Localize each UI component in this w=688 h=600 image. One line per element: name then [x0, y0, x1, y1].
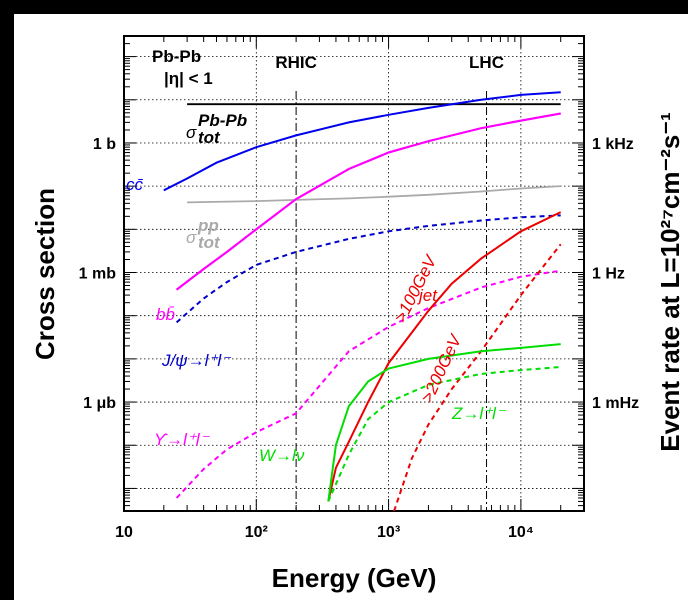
y-tick-label-right: 1 kHz — [592, 136, 634, 153]
series-label-sub: tot — [198, 233, 221, 252]
series-line — [175, 269, 561, 499]
series-label-sup: pp — [197, 216, 219, 235]
y-tick-label-left: 1 b — [93, 136, 116, 153]
series-label: Z→l⁺l⁻ — [451, 404, 507, 423]
y-tick-label-left: 1 μb — [83, 395, 116, 412]
eta-cut-label: |η| < 1 — [164, 69, 213, 88]
series-label: J/ψ→l⁺l⁻ — [161, 351, 232, 370]
x-tick-label: 10³ — [377, 524, 400, 541]
series-label: W→lν — [259, 446, 305, 465]
series-line — [187, 185, 561, 204]
energy-marker-label: RHIC — [275, 53, 317, 72]
series-lines — [163, 91, 562, 511]
system-label: Pb-Pb — [152, 47, 201, 66]
series-label: σ — [186, 123, 197, 142]
series-label: bb̄ — [156, 305, 175, 324]
series-label: jet — [417, 286, 438, 305]
chart-page: RHIC LHC 10 10² 10³ 10⁴ 1 b 1 mb 1 μb 1 kHz 1 Hz 1… — [14, 14, 688, 600]
energy-marker-label: LHC — [469, 53, 504, 72]
series-label: σ — [186, 228, 197, 247]
cross-section-chart: RHIC LHC 10 10² 10³ 10⁴ 1 b 1 mb 1 μb 1 kHz 1 Hz 1… — [30, 35, 685, 593]
y-axis-title: Cross section — [30, 188, 60, 360]
series-label: cc̄ — [126, 175, 144, 194]
x-tick-label: 10 — [115, 524, 133, 541]
series-line — [327, 343, 561, 502]
y-tick-label-left: 1 mb — [79, 266, 117, 283]
series-line — [393, 243, 562, 511]
y-tick-label-right: 1 Hz — [592, 266, 625, 283]
energy-markers: RHIC LHC — [275, 53, 504, 511]
series-line — [327, 211, 562, 502]
series-line — [163, 91, 561, 192]
y-tick-label-right: 1 mHz — [592, 395, 639, 412]
series-label-sup: Pb-Pb — [198, 111, 247, 130]
grid — [124, 36, 584, 511]
x-axis-title: Energy (GeV) — [272, 563, 437, 593]
series-line — [327, 366, 561, 502]
y-axis-right-title: Event rate at L=10²⁷cm⁻²s⁻¹ — [655, 112, 685, 451]
series-line — [175, 112, 561, 291]
series-label: ϒ→l⁺l⁻ — [154, 430, 211, 449]
series-line — [175, 214, 561, 324]
x-tick-label: 10² — [245, 524, 268, 541]
x-tick-label: 10⁴ — [508, 524, 534, 541]
axis-ticks — [123, 35, 585, 512]
series-label-sub: tot — [198, 128, 221, 147]
